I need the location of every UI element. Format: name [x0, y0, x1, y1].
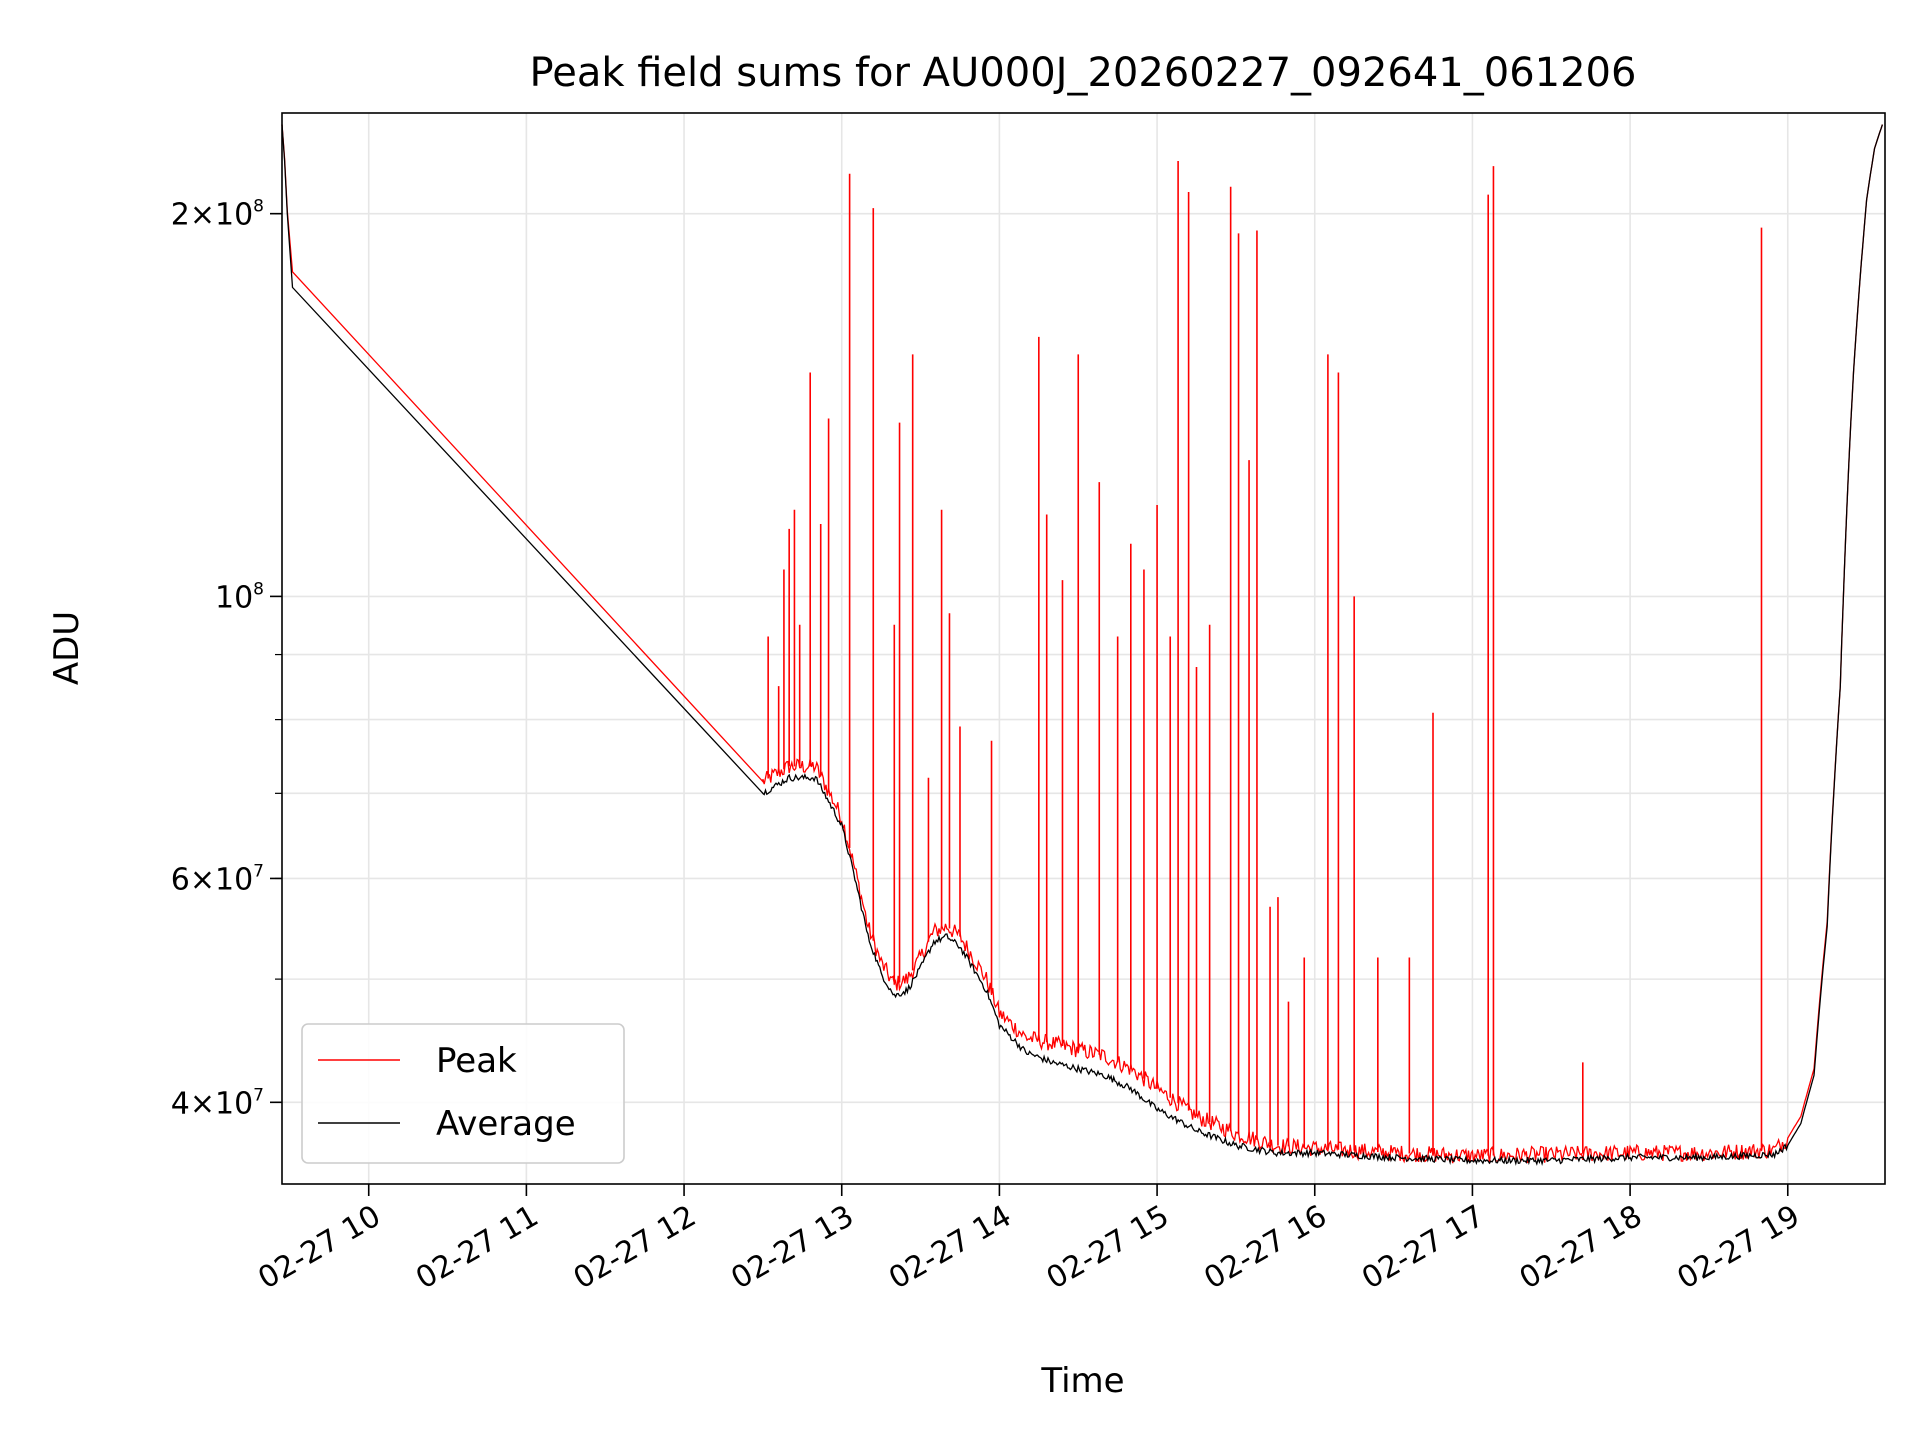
x-tick-label: 02-27 15 [1041, 1199, 1175, 1297]
chart-title: Peak field sums for AU000J_20260227_0926… [530, 50, 1637, 96]
x-tick-label: 02-27 17 [1356, 1199, 1490, 1297]
legend: Peak Average [301, 1023, 625, 1164]
series-line-average [281, 124, 1884, 1166]
x-tick-label: 02-27 19 [1671, 1199, 1805, 1297]
y-axis-label: ADU [47, 611, 87, 685]
y-tick-label: 108 [215, 579, 264, 615]
legend-box [301, 1023, 625, 1164]
legend-label-average: Average [436, 1104, 576, 1144]
x-tick-label: 02-27 12 [568, 1199, 702, 1297]
y-tick-label: 4×107 [171, 1085, 264, 1121]
x-tick-label: 02-27 13 [725, 1199, 859, 1297]
x-tick-label: 02-27 14 [883, 1199, 1017, 1297]
plot-area [281, 112, 1886, 1185]
x-axis-label: Time [1040, 1361, 1124, 1401]
x-tick-label: 02-27 11 [410, 1199, 544, 1297]
x-tick-label: 02-27 18 [1514, 1199, 1648, 1297]
x-tick-label: 02-27 10 [252, 1199, 386, 1297]
y-tick-label: 2×108 [171, 197, 264, 233]
y-tick-label: 6×107 [171, 861, 264, 897]
plot-series [281, 124, 1884, 1166]
legend-label-peak: Peak [436, 1041, 517, 1081]
series-line-peak [281, 124, 1884, 1164]
x-tick-label: 02-27 16 [1198, 1199, 1332, 1297]
